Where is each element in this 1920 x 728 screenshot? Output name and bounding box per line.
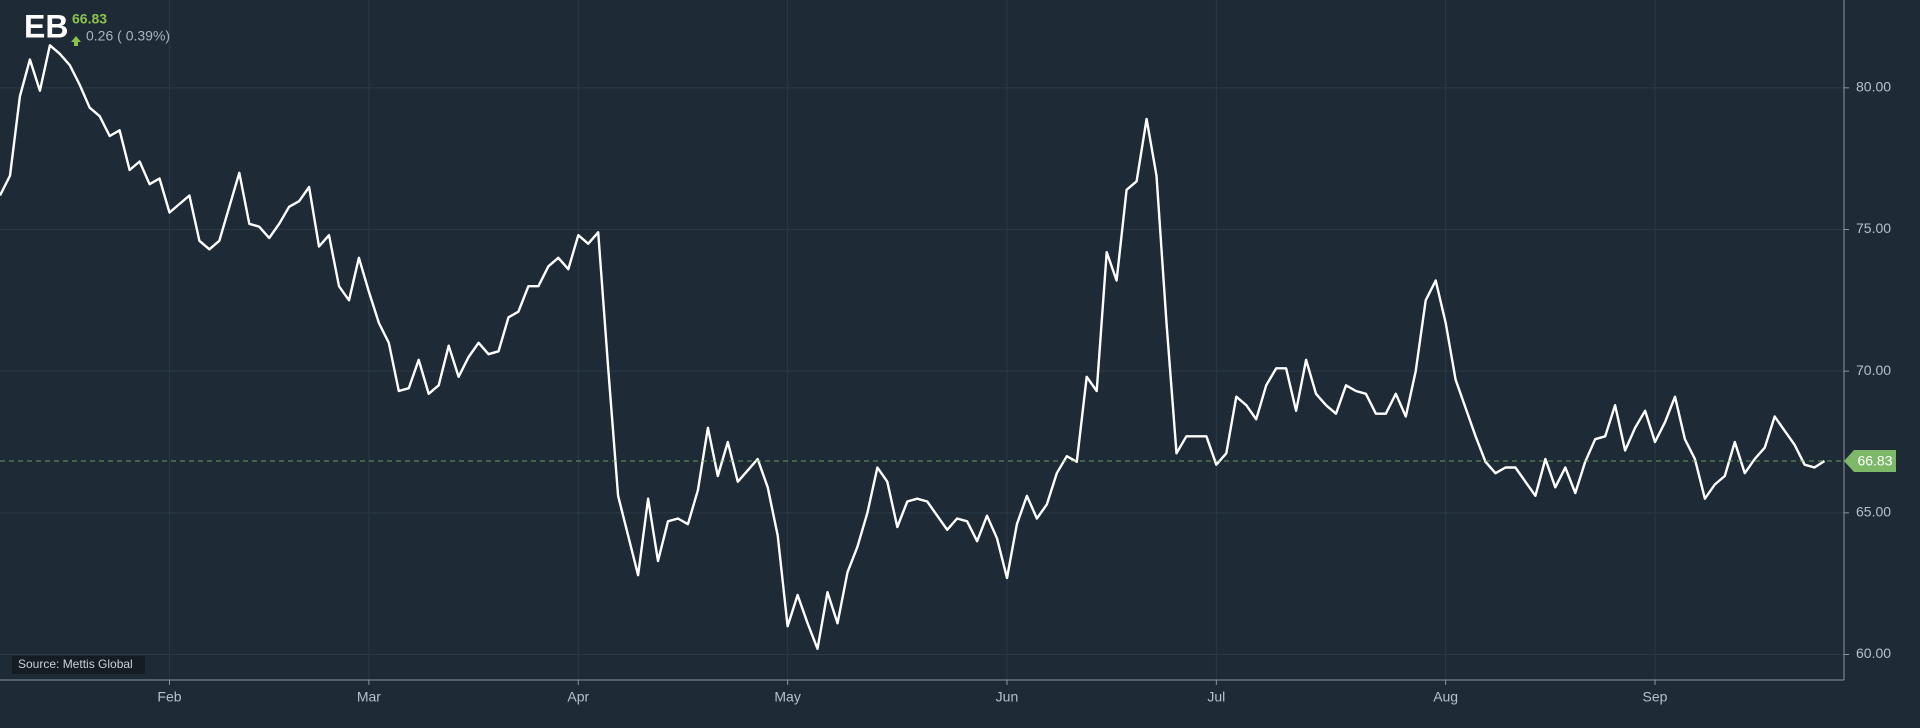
source-box (12, 656, 145, 674)
last-value-tag (1844, 449, 1896, 472)
x-tick-label: May (774, 689, 800, 705)
source: Source: Mettis Global (18, 657, 133, 671)
y-tick-label: 65.00 (1856, 504, 1891, 520)
ticker: EB (24, 8, 68, 44)
x-tick-label: Jun (996, 689, 1019, 705)
y-tick-label: 80.00 (1856, 79, 1891, 95)
x-tick-label: Feb (157, 689, 181, 705)
price-line (0, 44, 1826, 650)
x-tick-label: Mar (357, 689, 381, 705)
price: 66.83 (72, 11, 107, 27)
change: 0.26 ( 0.39%) (86, 28, 170, 44)
y-tick-label: 60.00 (1856, 645, 1891, 661)
x-tick-label: Apr (567, 689, 589, 705)
grid (0, 0, 1844, 680)
x-tick-label: Sep (1643, 689, 1668, 705)
y-tick-label: 70.00 (1856, 362, 1891, 378)
x-tick-label: Jul (1207, 689, 1225, 705)
up-arrow (71, 36, 81, 46)
plot (0, 44, 1844, 650)
x-tick-label: Aug (1433, 689, 1458, 705)
last-value-label: 66.83 (1857, 453, 1892, 469)
y-tick-label: 75.00 (1856, 220, 1891, 236)
